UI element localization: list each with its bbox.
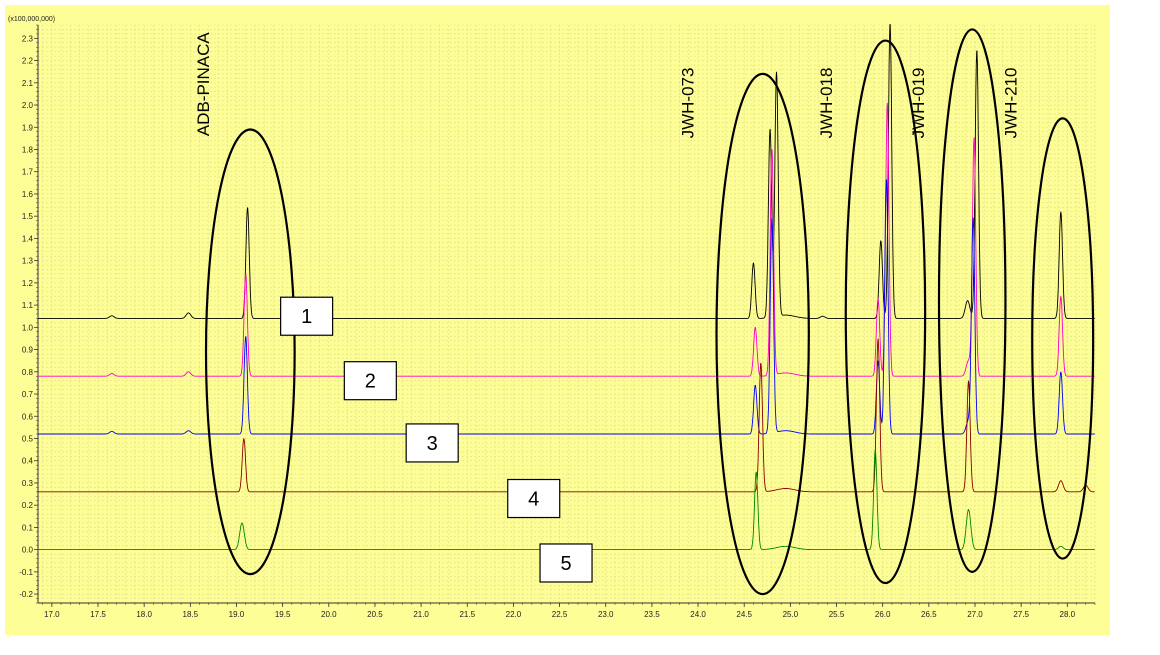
x-tick-label: 18.5 (183, 610, 199, 619)
y-tick-label: 1.0 (22, 323, 34, 332)
y-tick-label: 0.2 (22, 501, 34, 510)
series-number-box: 3 (405, 423, 459, 463)
chart-frame: 17.0 17.5 18.0 18.5 19.0 19.5 20.0 20.5 21.0 21.5… (5, 5, 1110, 635)
y-tick-label: 2.0 (22, 101, 34, 110)
x-tick-label: 22.0 (506, 610, 522, 619)
series-number-label: 2 (365, 371, 376, 393)
x-tick-label: 21.0 (413, 610, 429, 619)
x-tick-label: 24.5 (736, 610, 752, 619)
grid (38, 24, 1096, 604)
x-tick-label: 22.5 (552, 610, 568, 619)
x-tick-label: 26.0 (875, 610, 891, 619)
x-tick-label: 21.5 (459, 610, 475, 619)
series-number-box: 4 (507, 478, 561, 519)
peak-group-ellipse (715, 72, 810, 596)
y-tick-label: 2.1 (22, 79, 34, 88)
peak-group-ellipse (844, 39, 927, 585)
series-number-label: 3 (427, 433, 438, 455)
series-number-box-frame (405, 423, 459, 463)
y-tick-label: 2.3 (22, 34, 34, 43)
y-tick-label: 1.5 (22, 212, 34, 221)
y-tick-label: 1.2 (22, 279, 34, 288)
series-number-box-frame (343, 361, 397, 401)
x-tick-label: 28.0 (1060, 610, 1076, 619)
y-tick-label: 1.4 (22, 234, 34, 243)
series-number-box-frame (280, 296, 334, 336)
x-tick-label: 20.0 (321, 610, 337, 619)
ellipses (204, 28, 1095, 596)
y-tick-label: 0.9 (22, 346, 34, 355)
chromatogram-chart: 17.0 17.5 18.0 18.5 19.0 19.5 20.0 20.5 21.0 21.5… (8, 16, 1096, 619)
series-number-box-frame (539, 543, 593, 583)
y-tick-label: 0.8 (22, 368, 34, 377)
x-tick-label: 17.5 (90, 610, 106, 619)
x-tick-label: 19.5 (275, 610, 291, 619)
x-tick-label: 25.5 (829, 610, 845, 619)
series-number-box-frame (507, 478, 561, 519)
x-tick-label: 24.0 (690, 610, 706, 619)
axis-multiplier-label: (x100,000,000) (8, 16, 55, 23)
x-tick-label: 17.0 (44, 610, 60, 619)
y-tick-label: 1.9 (22, 123, 34, 132)
compound-label: JWH-019 (909, 68, 928, 139)
x-tick-label: 20.5 (367, 610, 383, 619)
compound-label: ADB-PINACA (194, 32, 213, 137)
x-tick-label: 23.5 (644, 610, 660, 619)
y-tick-label: 2.2 (22, 57, 34, 66)
x-tick-label: 27.5 (1013, 610, 1029, 619)
x-tick-label: 23.0 (598, 610, 614, 619)
y-tick-label: 1.7 (22, 168, 34, 177)
y-tick-label: 0.0 (22, 546, 34, 555)
y-tick-label: 0.1 (22, 523, 34, 532)
compound-label: JWH-018 (817, 68, 836, 139)
y-tick-label: 0.6 (22, 412, 34, 421)
y-tick-label: -0.1 (19, 568, 33, 577)
series-number-box: 5 (539, 543, 593, 583)
x-tick-label: 25.0 (783, 610, 799, 619)
series-number-label: 1 (301, 306, 312, 328)
series-line-2 (38, 102, 1095, 377)
annotations: ADB-PINACA JWH-073 JWH-018 JWH-019 JWH-210 (194, 32, 1021, 139)
compound-label: JWH-210 (1002, 68, 1021, 139)
y-tick-label: 1.8 (22, 145, 34, 154)
y-tick-label: -0.2 (19, 590, 33, 599)
y-tick-label: 1.3 (22, 257, 34, 266)
x-tick-label: 19.0 (229, 610, 245, 619)
y-tick-label: 0.5 (22, 434, 34, 443)
series-line-4 (38, 338, 1095, 493)
x-tick-label: 18.0 (136, 610, 152, 619)
x-tick-label: 27.0 (967, 610, 983, 619)
series-line-1 (38, 24, 1095, 319)
y-tick-label: 0.4 (22, 457, 34, 466)
series-number-box: 1 (280, 296, 334, 336)
peak-group-ellipse (937, 28, 1007, 573)
y-tick-label: 1.6 (22, 190, 34, 199)
series-number-label: 5 (560, 553, 571, 575)
series-line-3 (38, 179, 1095, 435)
axes: 17.0 17.5 18.0 18.5 19.0 19.5 20.0 20.5 21.0 21.5… (19, 24, 1096, 619)
series-number-label: 4 (528, 489, 539, 511)
series-number-box: 2 (343, 361, 397, 401)
series-boxes: 1 2 3 4 5 (280, 296, 593, 583)
compound-label: JWH-073 (678, 68, 697, 139)
y-tick-label: 0.7 (22, 390, 34, 399)
peak-group-ellipse (204, 128, 296, 576)
peak-group-ellipse (1031, 117, 1095, 560)
x-tick-label: 26.5 (921, 610, 937, 619)
y-tick-label: 1.1 (22, 301, 34, 310)
y-tick-label: 0.3 (22, 479, 34, 488)
